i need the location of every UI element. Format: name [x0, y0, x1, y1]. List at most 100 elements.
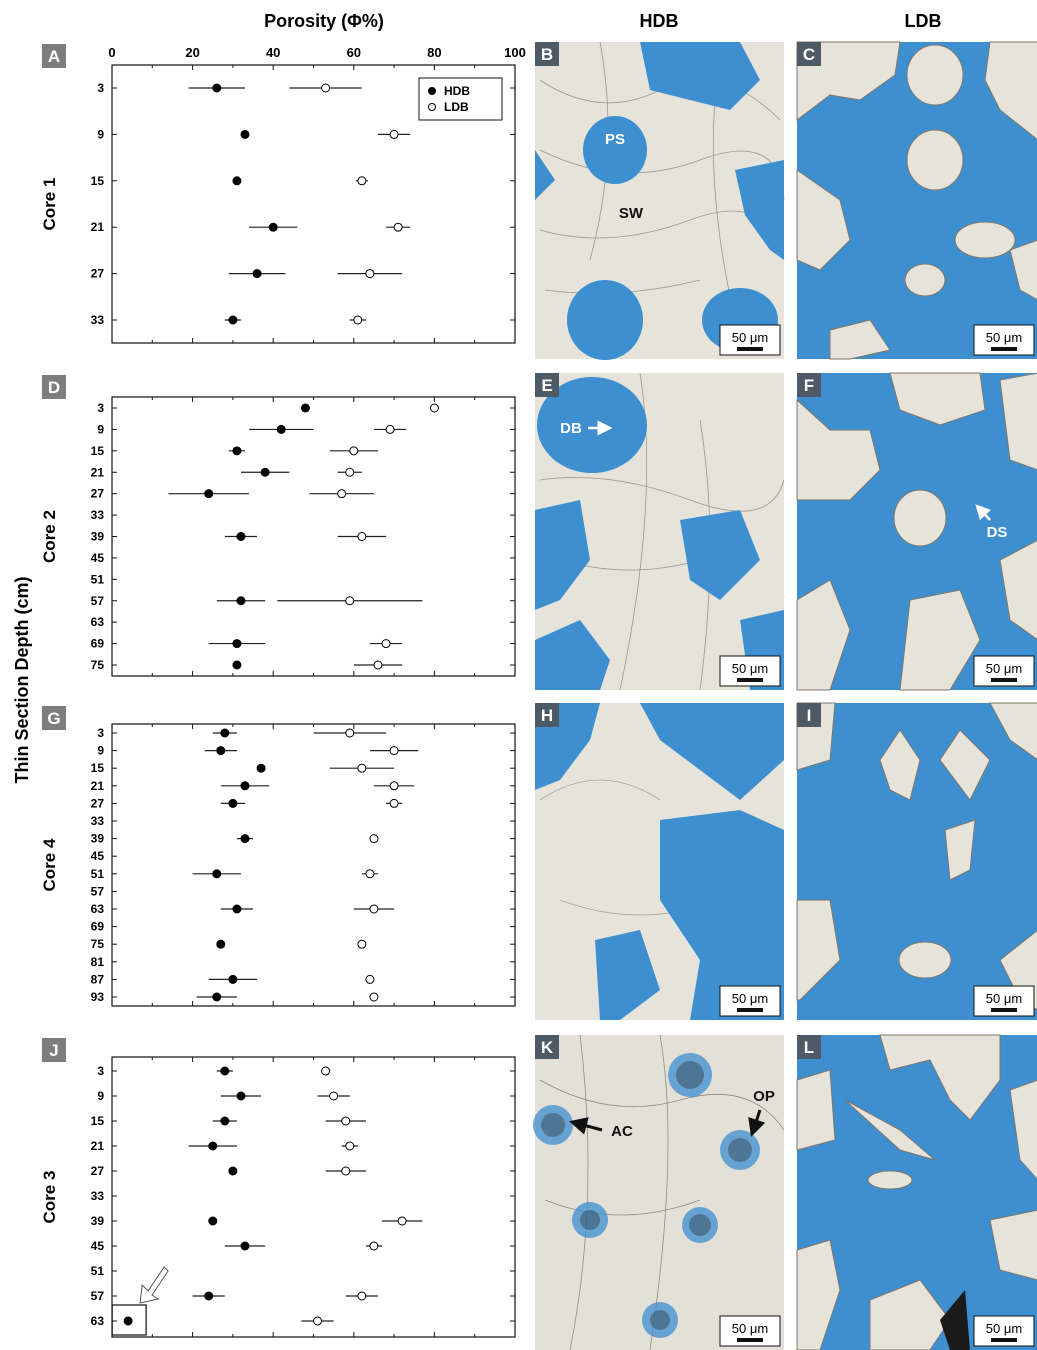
hdb-point: [216, 939, 226, 949]
scale-bar: 50 μm: [719, 985, 781, 1017]
panel-j: J: [42, 1038, 66, 1062]
ldb-point: [393, 222, 403, 232]
scale-bar-line: [737, 1008, 763, 1012]
micrograph-c: [796, 41, 1037, 360]
micrograph-b: [535, 41, 785, 360]
label-db: DB: [560, 420, 582, 437]
hdb-point: [228, 1166, 238, 1176]
ldb-point: [345, 467, 355, 477]
ldb-point: [357, 532, 367, 541]
y-tick-label: 75: [91, 937, 105, 951]
panel-letter: D: [48, 378, 60, 397]
y-tick-label: 45: [91, 849, 105, 863]
panel-k: K: [535, 1035, 559, 1059]
scale-bar-line: [737, 678, 763, 682]
x-tick-label: 60: [347, 45, 361, 60]
ldb-point: [321, 83, 331, 93]
ldb-point: [369, 992, 379, 1002]
hdb-point: [236, 596, 246, 606]
arrow-ac: [569, 1117, 603, 1135]
hdb-point: [240, 1241, 250, 1251]
ldb-point: [357, 763, 367, 773]
y-tick-label: 21: [91, 779, 105, 793]
scale-bar-label: 50 μm: [986, 1321, 1022, 1336]
panel-letter-box: [535, 703, 559, 727]
panel-letter: K: [541, 1038, 554, 1057]
y-tick-label: 21: [91, 1139, 105, 1153]
panel-letter-box: [42, 44, 66, 68]
panel-letter: G: [47, 709, 60, 728]
scale-bar: 50 μm: [719, 1315, 781, 1347]
hdb-point: [232, 660, 242, 670]
label-op: OP: [753, 1088, 775, 1105]
micrograph-l: [796, 1034, 1037, 1350]
ldb-point: [389, 746, 399, 756]
y-tick-label: 27: [91, 487, 105, 501]
highlight-arrow: [139, 1266, 169, 1304]
chart-a: 0 20 40 60 80 100 3 9 15 21 27 33 Core 1 HDB LDB: [40, 45, 526, 344]
panel-letter-box: [42, 706, 66, 730]
hdb-point: [300, 403, 310, 413]
y-axis-label: Thin Section Depth (cm): [12, 576, 32, 783]
hdb-point: [228, 315, 238, 325]
hdb-point: [212, 869, 222, 879]
scale-bar-label: 50 μm: [732, 661, 768, 676]
legend: HDB LDB: [418, 77, 503, 121]
ldb-point: [357, 1291, 367, 1301]
highlight-box: [111, 1304, 147, 1336]
hdb-point: [240, 129, 250, 139]
y-tick-label: 21: [91, 220, 105, 234]
y-tick-label: 63: [91, 902, 105, 916]
y-tick-label: 33: [91, 313, 105, 327]
arrow-ds: [975, 504, 992, 521]
ldb-point: [369, 834, 379, 844]
y-tick-label: 21: [91, 465, 105, 479]
scale-bar-label: 50 μm: [986, 991, 1022, 1006]
y-tick-label: 3: [97, 726, 104, 740]
ldb-point: [373, 660, 383, 670]
micrograph-h: [535, 703, 784, 1020]
panel-overlays: A B C D E F G H I J K L 50 μm 50 μm 50 μm 50 μm 50 μm 50 …: [42, 42, 1035, 1347]
hdb-point: [216, 746, 226, 756]
y-tick-label: 39: [91, 832, 105, 846]
label-ds: DS: [987, 524, 1008, 541]
ldb-point: [365, 974, 375, 984]
ldb-point: [345, 728, 355, 738]
core-label: Core 3: [40, 1171, 59, 1224]
arrow-op: [748, 1109, 766, 1137]
scale-bar: 50 μm: [719, 324, 781, 356]
y-tick-label: 3: [97, 1064, 104, 1078]
y-tick-label: 51: [91, 867, 105, 881]
ldb-point: [397, 1216, 407, 1226]
micrograph-panels: [533, 41, 1037, 1350]
y-tick-label: 9: [97, 127, 104, 141]
panel-letter-box: [797, 703, 821, 727]
ldb-point: [357, 939, 367, 949]
y-tick-label: 3: [97, 401, 104, 415]
y-tick-label: 27: [91, 267, 105, 281]
ldb-point: [365, 869, 375, 879]
micrograph-i: [796, 702, 1037, 1020]
panel-g: G: [42, 706, 66, 730]
hdb-point: [212, 992, 222, 1002]
hdb-point: [252, 269, 262, 279]
hdb-point: [212, 83, 222, 93]
y-tick-label: 63: [91, 615, 105, 629]
panel-letter: E: [541, 376, 552, 395]
legend-hdb-marker: [428, 87, 436, 95]
ldb-point: [429, 403, 439, 413]
hdb-point: [232, 904, 242, 914]
y-tick-label: 57: [91, 1289, 105, 1303]
ldb-point: [313, 1316, 323, 1326]
y-tick-label: 27: [91, 796, 105, 810]
panel-letter-box: [797, 373, 821, 397]
panel-d: D: [42, 375, 66, 399]
hdb-point: [208, 1216, 218, 1226]
x-tick-label: 20: [185, 45, 199, 60]
scale-bar-label: 50 μm: [732, 991, 768, 1006]
y-tick-label: 9: [97, 1089, 104, 1103]
ldb-point: [389, 129, 399, 139]
